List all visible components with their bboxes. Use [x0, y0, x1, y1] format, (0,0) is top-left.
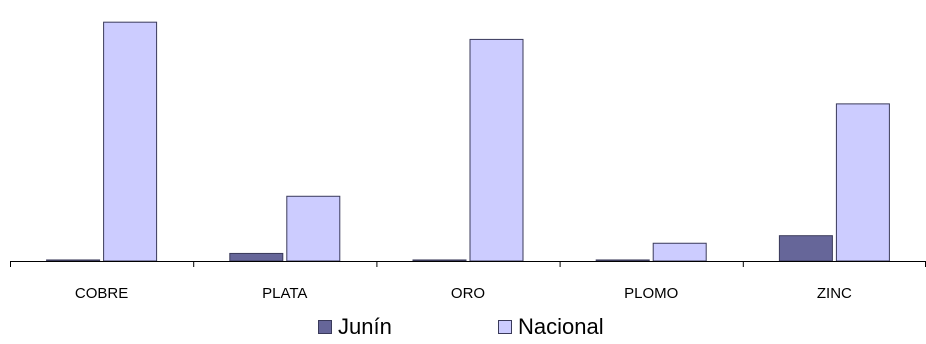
x-tick-label-zinc: ZINC [817, 285, 852, 302]
x-tick-label-oro: ORO [451, 285, 485, 302]
x-axis: COBRE PLATA ORO PLOMO ZINC [10, 261, 926, 302]
bar-nacional-cobre [103, 21, 158, 262]
bar-nacional-oro [469, 38, 524, 262]
x-tick-label-cobre: COBRE [75, 285, 128, 302]
legend-label-nacional: Nacional [518, 314, 604, 339]
legend-swatch-nacional [498, 320, 512, 334]
bar-nacional-plata [286, 195, 341, 262]
legend-item-nacional: Nacional [498, 314, 604, 340]
legend-item-junin: Junín [318, 314, 392, 340]
bar-junin-zinc [778, 235, 833, 262]
bar-junin-plata [229, 252, 284, 262]
bar-junin-plomo [595, 259, 650, 262]
x-tick-label-plata: PLATA [262, 285, 307, 302]
bars-layer [46, 21, 890, 262]
legend-swatch-junin [318, 320, 332, 334]
bar-junin-oro [412, 259, 467, 262]
bar-junin-cobre [46, 259, 101, 262]
legend: Junín Nacional [0, 314, 926, 344]
bar-nacional-zinc [835, 103, 890, 262]
bar-nacional-plomo [652, 242, 707, 262]
legend-label-junin: Junín [338, 314, 392, 339]
bar-chart: COBRE PLATA ORO PLOMO ZINC [10, 21, 926, 302]
x-tick-label-plomo: PLOMO [624, 285, 678, 302]
